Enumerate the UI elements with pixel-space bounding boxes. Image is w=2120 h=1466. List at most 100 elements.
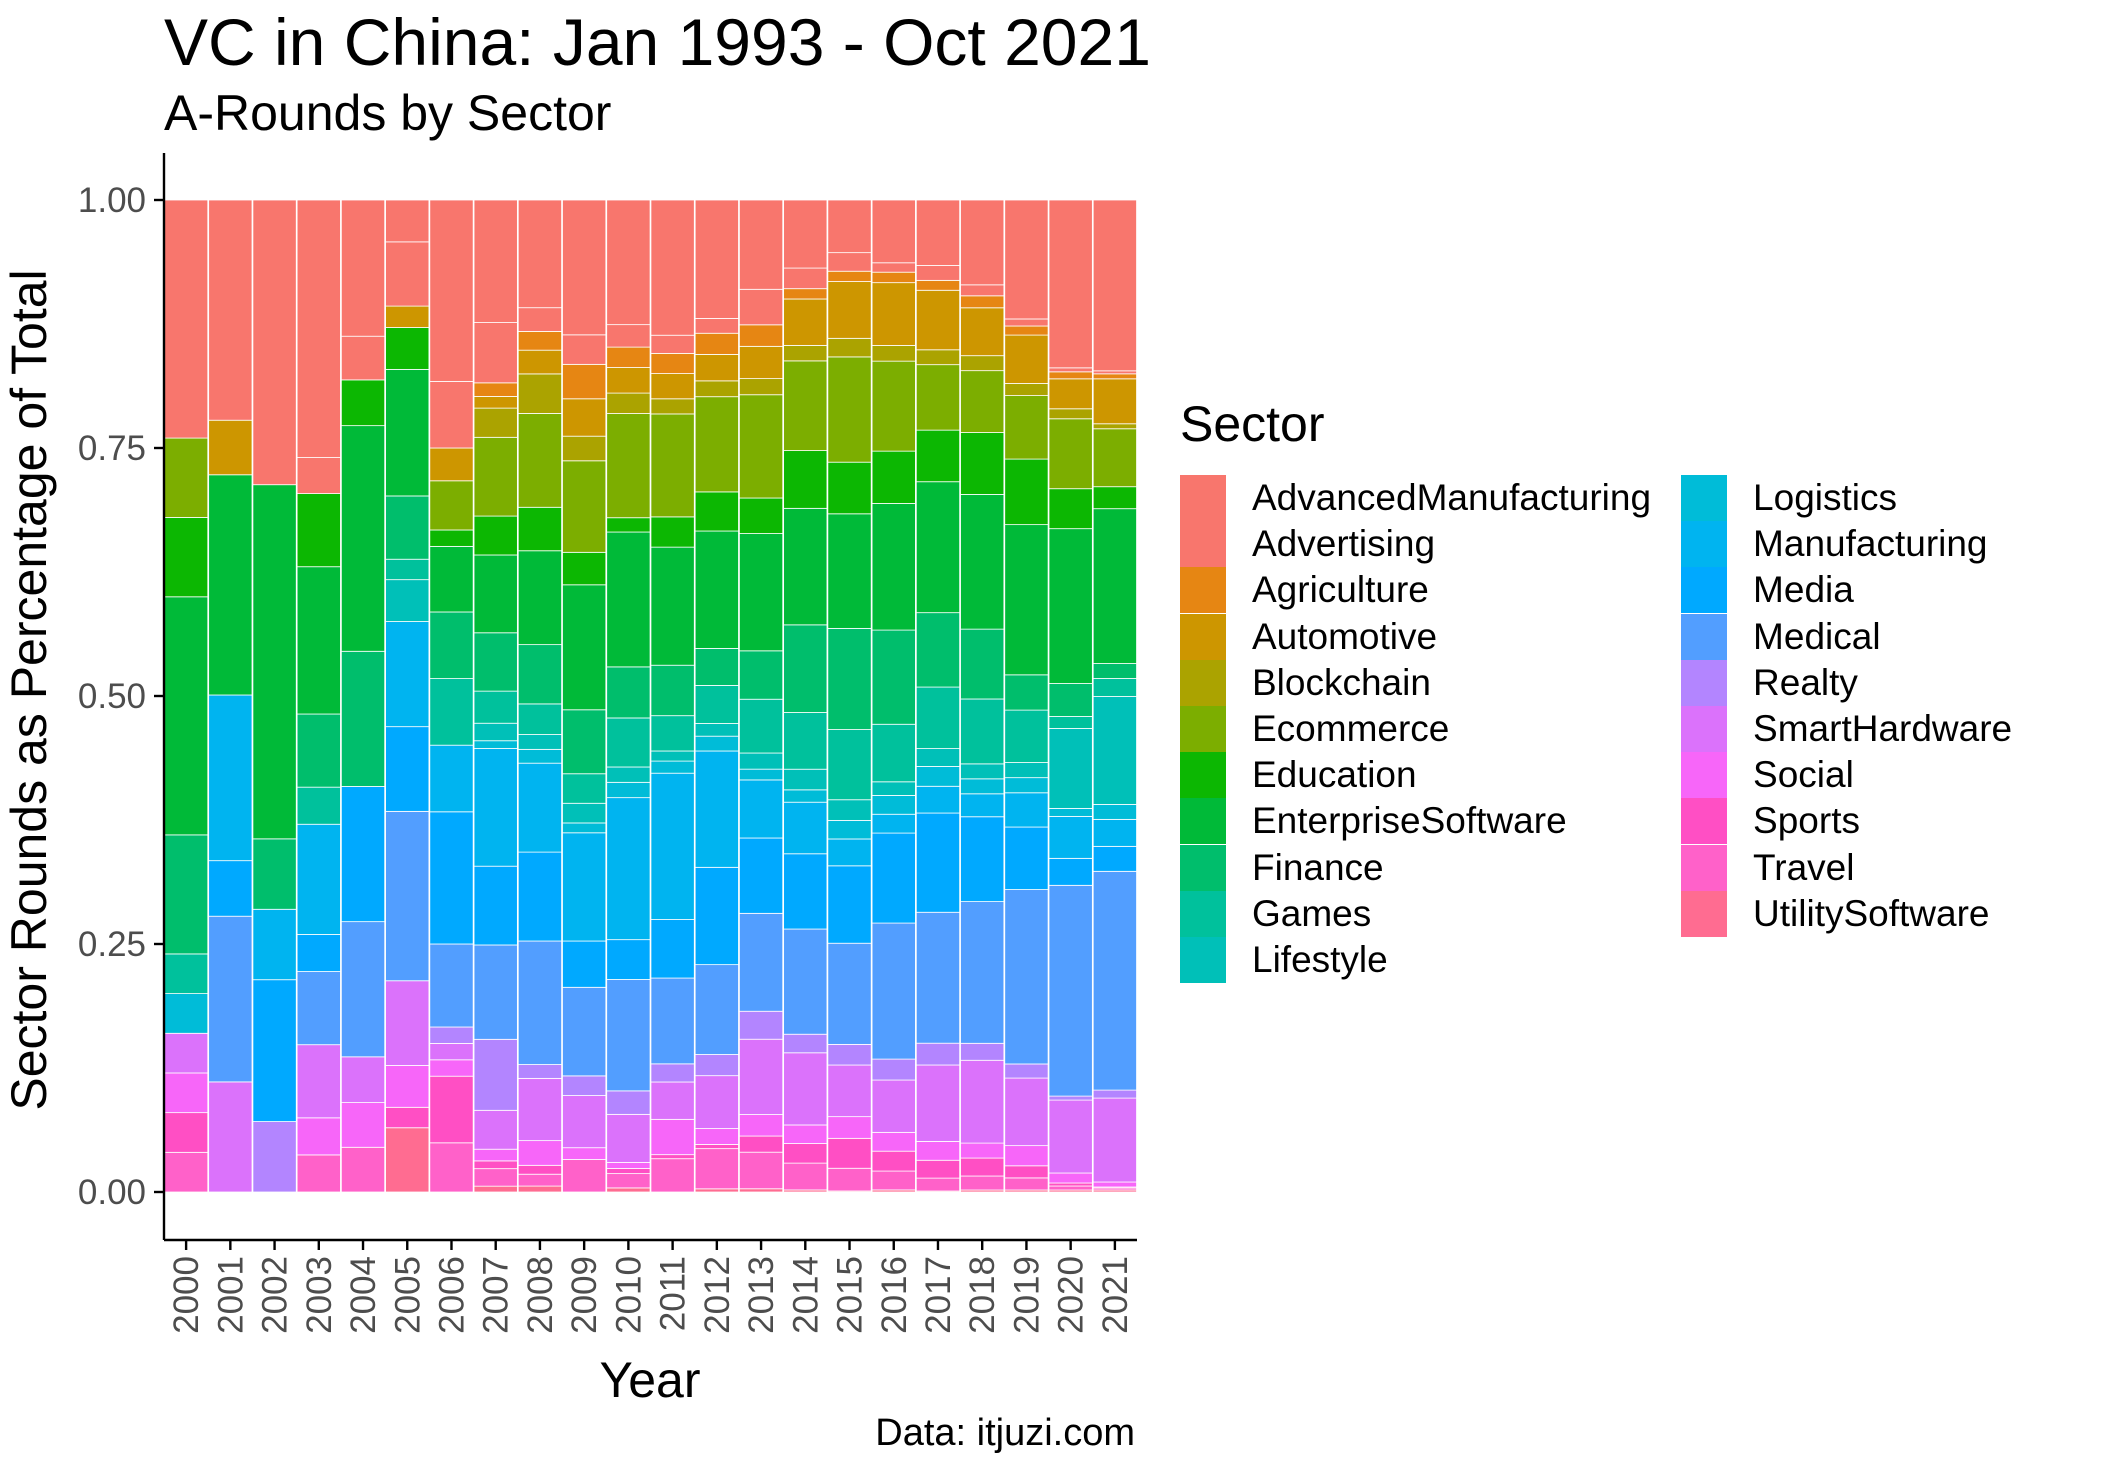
bar-2003-EnterpriseSoftware [296, 566, 341, 715]
legend-key [1681, 798, 1728, 845]
bar-2016-Ecommerce [871, 360, 916, 452]
bar-2010-Social [606, 1161, 651, 1169]
legend-key [1180, 706, 1226, 753]
bar-2006-Medical [429, 943, 474, 1028]
bar-2005-Advertising [385, 241, 430, 307]
bar-2006-Education [429, 529, 474, 547]
bar-2019-Sports [1004, 1165, 1049, 1179]
legend-key [1180, 890, 1226, 937]
bar-2007-Travel [473, 1168, 518, 1187]
chart-caption: Data: itjuzi.com [875, 1412, 1135, 1454]
legend-label: Manufacturing [1753, 523, 1988, 565]
legend-item: Logistics [1681, 475, 2012, 522]
x-tick-label: 2007 [477, 1256, 516, 1334]
bar-2000-Ecommerce [164, 437, 209, 518]
bar-2006-EnterpriseSoftware [429, 545, 474, 613]
legend-item: EnterpriseSoftware [1180, 798, 1651, 845]
bar-2013-Finance [739, 650, 784, 700]
bar-2011-Social [650, 1118, 695, 1156]
legend-item: AdvancedManufacturing [1180, 475, 1651, 522]
bar-2017-Realty [915, 1042, 961, 1066]
bar-2003-Social [296, 1117, 341, 1156]
bar-2005-Sports [385, 1106, 430, 1129]
legend-label: UtilitySoftware [1753, 892, 1990, 934]
bar-2000-EnterpriseSoftware [164, 596, 209, 836]
bar-2015-Automotive [827, 281, 872, 339]
bar-2016-Manufacturing [871, 813, 916, 834]
bar-2015-SmartHardware [827, 1064, 872, 1118]
legend-item: Blockchain [1180, 659, 1651, 706]
bar-2009-Manufacturing [562, 832, 607, 942]
bar-2012-Education [694, 491, 739, 532]
bar-2011-Blockchain [650, 398, 695, 415]
bar-2013-SmartHardware [739, 1038, 784, 1115]
bar-2000-Sports [164, 1112, 209, 1153]
bar-2002-Finance [252, 838, 297, 910]
bar-2019-SmartHardware [1004, 1077, 1049, 1147]
bar-2012-Agriculture [694, 332, 739, 355]
bar-2018-Blockchain [960, 355, 1005, 372]
bar-2013-Games [739, 698, 784, 754]
bar-2013-Manufacturing [739, 779, 784, 839]
bar-2011-Medical [650, 977, 695, 1065]
bar-2000-Education [164, 517, 209, 598]
bar-2013-EnterpriseSoftware [739, 533, 784, 652]
bar-2013-Ecommerce [739, 394, 784, 499]
bar-2017-Lifestyle [915, 748, 961, 767]
legend-item: Games [1180, 890, 1651, 937]
bar-2019-Lifestyle [1004, 762, 1049, 779]
bar-2005-Games [385, 558, 430, 581]
bar-2014-Finance [783, 624, 828, 713]
bar-2017-Medical [915, 911, 961, 1044]
legend-key [1681, 521, 1728, 568]
bar-2012-Automotive [694, 354, 739, 382]
bar-2021-AdvancedManufacturing [1092, 199, 1137, 372]
legend-label: EnterpriseSoftware [1252, 800, 1567, 842]
bar-2003-Travel [296, 1154, 341, 1193]
x-tick-label: 2011 [654, 1256, 693, 1331]
legend-label: Finance [1252, 846, 1384, 888]
bar-2007-Lifestyle [473, 722, 518, 742]
legend-item: Ecommerce [1180, 706, 1651, 753]
bar-2014-Automotive [783, 298, 828, 346]
bar-2011-SmartHardware [650, 1081, 695, 1120]
legend-key [1681, 613, 1728, 660]
bar-2010-Ecommerce [606, 413, 651, 519]
bar-2008-Education [517, 506, 563, 552]
bar-2007-AdvancedManufacturing [473, 199, 518, 323]
bar-2021-Ecommerce [1092, 428, 1137, 488]
bar-2012-Travel [694, 1148, 739, 1190]
x-tick-label: 2020 [1052, 1256, 1091, 1334]
bar-2014-AdvancedManufacturing [783, 199, 828, 269]
bar-2015-AdvancedManufacturing [827, 199, 872, 254]
bar-2019-Travel [1004, 1177, 1049, 1191]
bar-2007-UtilitySoftware [473, 1185, 518, 1193]
y-tick-label: 0.25 [78, 925, 146, 964]
bar-2007-Manufacturing [473, 748, 518, 867]
bar-2011-Advertising [650, 334, 695, 354]
bar-2008-Blockchain [517, 373, 563, 414]
bar-2008-Sports [517, 1164, 563, 1175]
bar-2001-Manufacturing [208, 694, 253, 862]
bar-2008-Realty [517, 1064, 563, 1079]
bar-2021-EnterpriseSoftware [1092, 508, 1137, 664]
bar-2004-Social [340, 1102, 386, 1148]
bar-2012-Blockchain [694, 380, 739, 398]
bar-2003-Advertising [296, 457, 341, 494]
legend-item: Social [1681, 752, 2012, 799]
bar-2010-Manufacturing [606, 797, 651, 941]
bar-2009-Games [562, 773, 607, 804]
bar-2020-Manufacturing [1048, 815, 1093, 859]
bar-2004-Advertising [340, 335, 386, 381]
bar-2020-Travel [1048, 1185, 1093, 1191]
bar-2018-Agriculture [960, 295, 1005, 309]
x-axis-title: Year [599, 1352, 700, 1408]
bar-2000-Social [164, 1072, 209, 1114]
bar-2006-Manufacturing [429, 744, 474, 813]
bar-2018-Advertising [960, 284, 1005, 297]
bar-2012-Medical [694, 964, 739, 1055]
bar-2020-Media [1048, 857, 1093, 886]
bar-2008-Automotive [517, 349, 563, 375]
bar-2020-Sports [1048, 1182, 1093, 1187]
bar-2019-Blockchain [1004, 383, 1049, 396]
